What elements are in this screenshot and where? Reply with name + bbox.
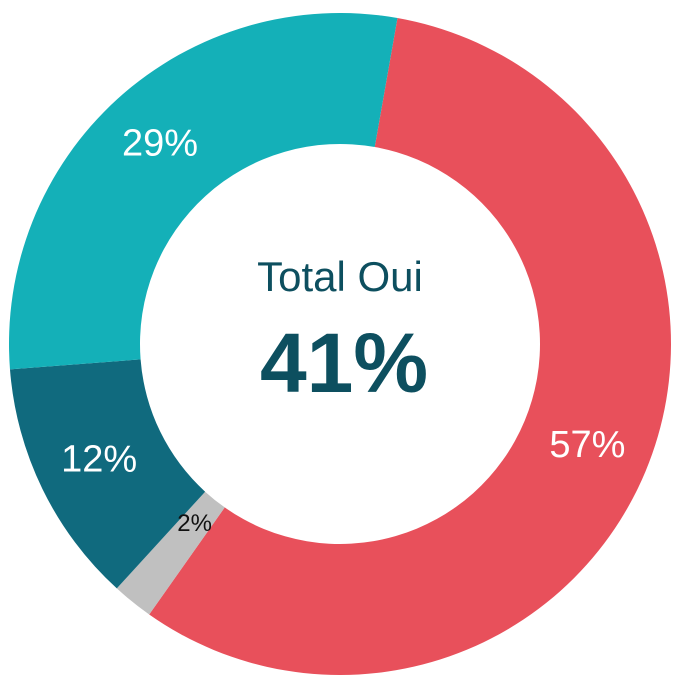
donut-segment [9,359,206,589]
center-value: 41% [260,316,428,410]
data-label: 2% [177,510,212,537]
center-caption: Total Oui [257,253,423,300]
data-label: 29% [122,122,198,164]
data-label: 12% [61,439,137,481]
data-label: 57% [549,424,625,466]
donut-segment [8,12,398,370]
donut-segment [149,18,671,676]
donut-segment [116,491,225,615]
